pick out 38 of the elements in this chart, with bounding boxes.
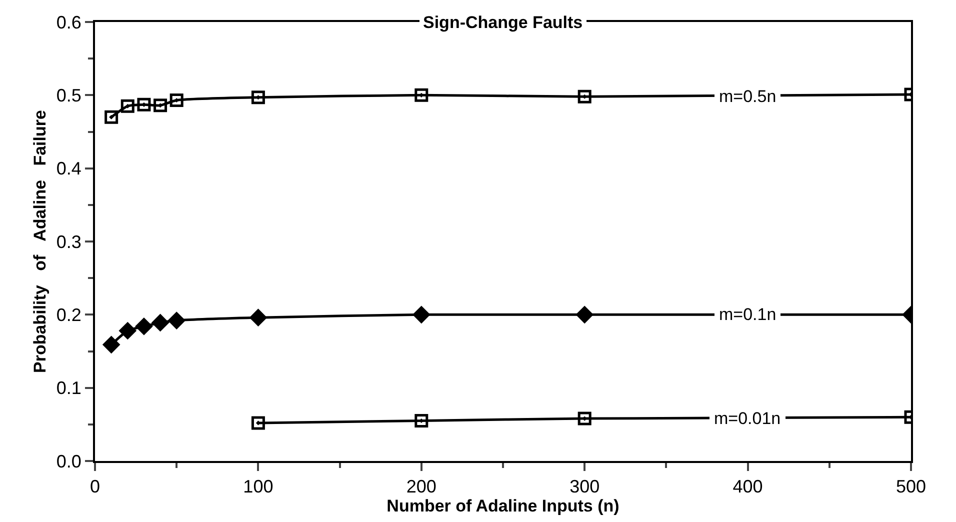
point (168, 312, 185, 329)
point (137, 98, 151, 112)
point (120, 99, 134, 113)
y-tick-label: 0.0 (56, 451, 82, 472)
x-tick-label: 100 (243, 476, 274, 497)
chart-title: Sign-Change Faults (423, 13, 583, 32)
point (251, 416, 265, 430)
point (576, 306, 593, 324)
x-tick-label: 0 (90, 476, 100, 497)
series-label: m=0.01n (714, 409, 781, 428)
point (170, 94, 184, 108)
y-tick-label: 0.6 (56, 12, 82, 32)
x-axis-title: Number of Adaline Inputs (n) (386, 496, 620, 516)
y-tick-label: 0.4 (56, 158, 82, 179)
x-tick-label: 500 (896, 476, 926, 497)
point (413, 306, 430, 324)
y-axis-title: Probability of Adaline Failure (30, 110, 50, 373)
y-tick-label: 0.2 (56, 304, 82, 325)
point (251, 90, 265, 104)
point (414, 414, 428, 428)
series-label: m=0.5n (719, 87, 776, 106)
y-tick-label: 0.5 (56, 85, 82, 106)
point (578, 90, 592, 104)
point (578, 412, 592, 426)
point (136, 318, 152, 335)
y-tick-label: 0.1 (56, 378, 82, 398)
point (154, 98, 168, 112)
point (250, 309, 267, 326)
series-label: m=0.1n (719, 305, 776, 324)
point (152, 314, 169, 332)
point (102, 336, 120, 354)
y-tick-label: 0.3 (56, 232, 82, 252)
point (119, 322, 136, 340)
x-tick-label: 300 (570, 476, 600, 497)
point (104, 110, 118, 124)
x-tick-label: 200 (406, 476, 436, 497)
x-tick-label: 400 (732, 476, 763, 497)
point (414, 88, 428, 102)
